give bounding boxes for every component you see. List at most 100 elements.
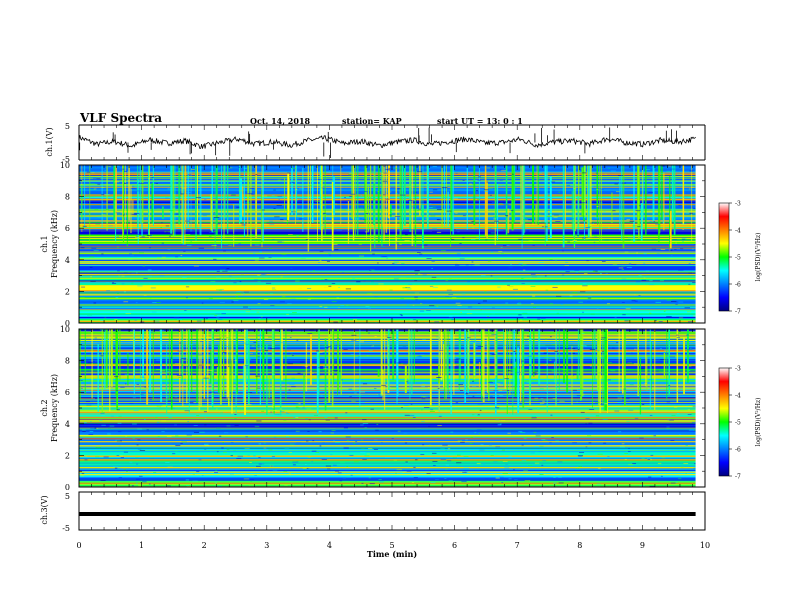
spectrogram-sferic	[514, 165, 516, 222]
spectrogram-ytick-label: 10	[60, 325, 70, 334]
spectrogram-speckle	[262, 216, 268, 218]
spectrogram-sferic	[597, 329, 599, 391]
spectrogram-speckle	[601, 166, 606, 168]
spectrogram-sferic	[124, 165, 126, 226]
spectrogram-sferic	[287, 172, 290, 221]
spectrogram-speckle	[693, 237, 695, 239]
spectrogram-speckle	[302, 407, 305, 409]
spectrogram-speckle	[598, 189, 604, 191]
spectrogram-sferic	[109, 329, 111, 412]
spectrogram-speckle	[391, 386, 396, 388]
spectrogram-speckle	[219, 301, 225, 303]
spectrogram-sferic	[661, 165, 663, 220]
spectrogram-speckle	[360, 424, 364, 426]
spectrogram-speckle	[370, 269, 375, 271]
spectrogram-speckle	[345, 436, 351, 438]
spectrogram-speckle	[631, 352, 633, 354]
spectrogram-speckle	[587, 301, 591, 303]
spectrogram-speckle	[686, 405, 689, 407]
spectrogram-speckle	[441, 187, 448, 188]
spectrogram-speckle	[555, 260, 557, 262]
spectrogram-speckle	[153, 180, 157, 182]
time-axis-tick-label: 6	[452, 541, 457, 550]
spectrogram-speckle	[603, 442, 607, 444]
spectrogram-speckle	[422, 444, 425, 446]
spectrogram-speckle	[150, 287, 156, 289]
spectrogram-speckle	[406, 304, 410, 306]
spectrogram-sferic	[317, 165, 318, 242]
spectrogram-speckle	[203, 377, 209, 379]
spectrogram-speckle	[693, 467, 696, 469]
spectrogram-speckle	[103, 456, 109, 458]
spectrogram-sferic	[582, 329, 584, 397]
spectrogram-speckle	[446, 210, 452, 212]
spectrogram-sferic	[576, 370, 578, 380]
spectrogram-speckle	[268, 248, 272, 249]
spectrogram-speckle	[353, 461, 359, 463]
spectrogram-speckle	[684, 307, 690, 309]
spectrogram-harmonic-line	[79, 207, 696, 209]
spectrogram-sferic	[101, 329, 103, 413]
spectrogram-harmonic-line	[79, 297, 696, 299]
spectrogram-speckle	[661, 165, 665, 167]
spectrogram-speckle	[471, 385, 477, 387]
spectrogram-speckle	[350, 353, 354, 355]
spectrogram-speckle	[521, 283, 525, 285]
spectrogram-speckle	[418, 272, 421, 274]
spectrogram-harmonic-line	[79, 224, 696, 226]
spectrogram-speckle	[118, 431, 122, 433]
spectrogram-sferic	[245, 329, 248, 383]
ch1-waveform-ytick-top: 5	[65, 122, 70, 131]
spectrogram-speckle	[117, 422, 122, 424]
spectrogram-speckle	[542, 460, 547, 462]
spectrogram-sferic	[356, 165, 359, 236]
spectrogram-speckle	[627, 451, 631, 452]
spectrogram-harmonic-line	[79, 344, 696, 346]
spectrogram-sferic	[101, 165, 103, 228]
spectrogram-speckle	[484, 291, 487, 293]
ch3-waveform-ytick-top: 5	[65, 492, 70, 501]
spectrogram-sferic	[452, 165, 455, 235]
spectrogram-speckle	[175, 445, 181, 447]
spectrogram-speckle	[373, 449, 378, 450]
spectrogram-speckle	[180, 255, 183, 256]
spectrogram-speckle	[339, 462, 346, 464]
spectrogram-speckle	[286, 413, 290, 414]
spectrogram-speckle	[186, 189, 190, 191]
spectrogram-speckle	[291, 377, 295, 379]
spectrogram-sferic	[654, 329, 656, 410]
spectrogram-speckle	[631, 263, 637, 265]
spectrogram-harmonic-line	[79, 404, 696, 406]
spectrogram-speckle	[503, 204, 509, 206]
spectrogram-speckle	[154, 485, 157, 487]
spectrogram-speckle	[196, 401, 198, 403]
spectrogram-speckle	[550, 414, 553, 416]
spectrogram-speckle	[93, 250, 99, 251]
spectrogram-speckle	[596, 307, 599, 309]
spectrogram-speckle	[323, 212, 326, 214]
spectrogram-speckle	[465, 439, 468, 441]
spectrogram-speckle	[688, 283, 691, 285]
spectrogram-sferic	[535, 204, 537, 225]
spectrogram-speckle	[562, 372, 566, 374]
spectrogram-speckle	[653, 221, 656, 223]
spectrogram-speckle	[429, 191, 433, 193]
spectrogram-harmonic-line	[79, 270, 696, 272]
spectrogram-speckle	[201, 302, 204, 304]
spectrogram-speckle	[646, 169, 651, 171]
spectrogram-speckle	[508, 266, 513, 268]
spectrogram-speckle	[235, 295, 239, 297]
spectrogram-speckle	[572, 442, 577, 444]
spectrogram-speckle	[587, 297, 592, 299]
spectrogram-speckle	[587, 296, 592, 297]
spectrogram-speckle	[161, 242, 165, 244]
spectrogram-speckle	[431, 267, 433, 269]
spectrogram-speckle	[675, 352, 681, 354]
spectrogram-speckle	[555, 440, 560, 442]
spectrogram-speckle	[320, 279, 324, 281]
spectrogram-sferic	[420, 174, 422, 217]
spectrogram-speckle	[522, 312, 528, 313]
spectrogram-speckle	[256, 465, 261, 467]
spectrogram-speckle	[635, 281, 641, 283]
spectrogram-speckle	[672, 239, 677, 240]
